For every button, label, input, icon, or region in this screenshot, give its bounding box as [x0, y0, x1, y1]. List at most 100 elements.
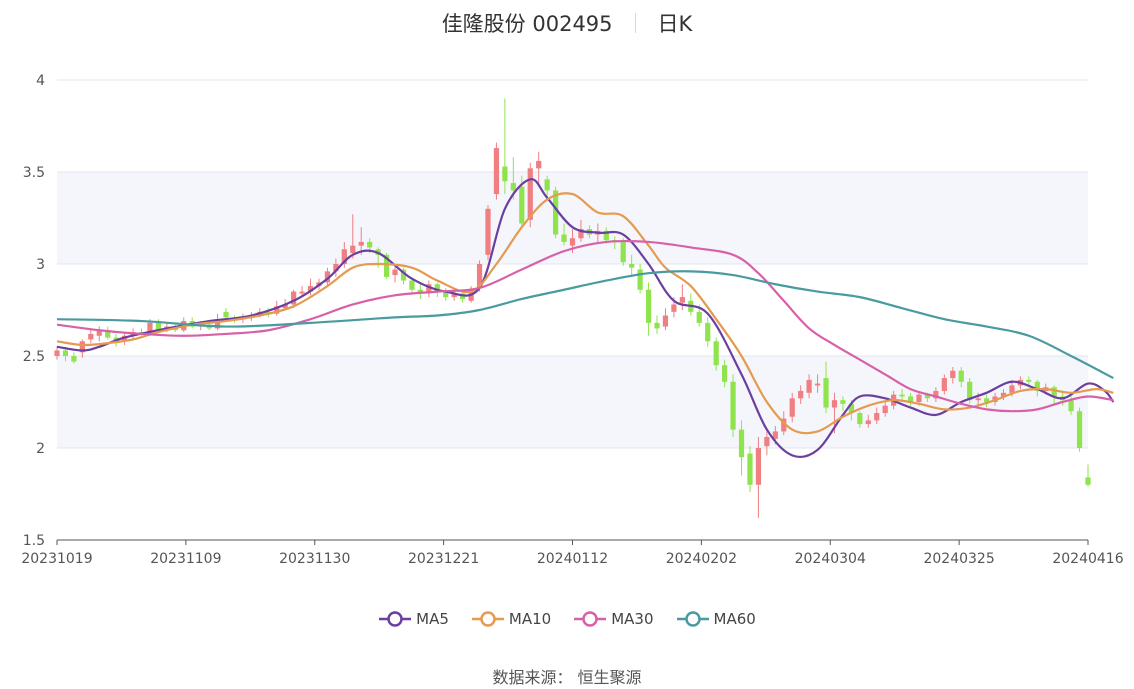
candle-body: [823, 378, 829, 408]
x-tick-label: 20231221: [408, 551, 479, 567]
candle: [730, 374, 736, 437]
candle: [426, 280, 432, 298]
candle-body: [857, 413, 863, 425]
ma-line-ma60: [56, 270, 1114, 380]
y-tick-label: 3: [36, 257, 45, 273]
legend-item-ma5[interactable]: MA5: [378, 610, 449, 628]
candle: [882, 402, 888, 417]
candle-body: [96, 330, 102, 336]
candle-body: [798, 390, 804, 399]
candle: [645, 282, 652, 336]
x-tick-label: 20240112: [537, 551, 608, 567]
candle-body: [1068, 400, 1074, 412]
legend-item-ma30[interactable]: MA30: [573, 610, 654, 628]
candle-body: [307, 286, 314, 292]
candle: [536, 151, 542, 185]
candle-body: [747, 453, 753, 485]
candle-body: [426, 284, 432, 294]
candle: [502, 98, 508, 195]
moving-average-lines: [56, 178, 1115, 458]
candle-body: [916, 394, 922, 402]
candle-body: [874, 413, 880, 421]
candle: [350, 214, 356, 259]
candle: [79, 339, 85, 358]
ma-line-ma5: [56, 178, 1115, 458]
candle: [1000, 389, 1007, 401]
candle-body: [730, 381, 736, 430]
candle-body: [536, 160, 542, 169]
candle: [341, 241, 347, 268]
candle-body: [721, 365, 728, 382]
candle-body: [1026, 379, 1032, 382]
candle-body: [941, 378, 947, 391]
candle-body: [705, 322, 711, 342]
candle: [941, 374, 947, 395]
x-tick-label: 20240304: [795, 551, 866, 567]
candle-body: [662, 315, 669, 327]
candle: [721, 359, 728, 388]
candle-body: [603, 230, 609, 241]
candle-body: [274, 306, 280, 314]
candle: [789, 392, 795, 423]
candle-body: [713, 341, 719, 366]
candle: [798, 385, 804, 404]
candle-body: [552, 190, 559, 235]
candle-body: [637, 269, 643, 290]
candle: [417, 282, 424, 299]
legend-item-ma10[interactable]: MA10: [471, 610, 551, 628]
candle-body: [907, 396, 914, 402]
candle-body: [578, 229, 584, 239]
candle-body: [865, 420, 871, 425]
candle: [443, 287, 449, 301]
candle: [400, 267, 407, 285]
candle: [662, 308, 669, 331]
candle: [54, 346, 60, 360]
candle: [629, 254, 635, 277]
x-tick-label: 20231019: [21, 551, 92, 567]
x-tick-label: 20231109: [150, 551, 221, 567]
candle-body: [485, 208, 491, 255]
candle: [105, 326, 111, 340]
legend-marker-icon: [471, 611, 504, 627]
candle-body: [1076, 411, 1083, 448]
legend-marker-icon: [676, 611, 709, 627]
candle-body: [814, 383, 821, 386]
candle: [561, 223, 567, 246]
candle-body: [671, 304, 677, 312]
candle: [392, 264, 398, 283]
candle: [755, 436, 762, 518]
data-source-value: 恒生聚源: [577, 668, 642, 687]
candle-body: [764, 436, 770, 447]
legend-label: MA30: [611, 610, 654, 628]
y-tick-label: 2.5: [23, 349, 45, 365]
candle-body: [679, 297, 685, 303]
candle: [71, 352, 77, 364]
candle-body: [950, 370, 956, 379]
y-tick-label: 4: [36, 73, 45, 89]
candle: [874, 407, 880, 425]
candle: [324, 267, 331, 287]
candle-body: [434, 284, 440, 292]
candle-body: [983, 398, 990, 402]
candle: [485, 205, 491, 261]
candle: [958, 367, 964, 388]
candle-body: [696, 311, 702, 323]
data-source: 数据来源： 恒生聚源: [0, 664, 1134, 688]
candle-body: [975, 398, 981, 401]
candle-body: [392, 269, 398, 276]
legend-item-ma60[interactable]: MA60: [676, 610, 756, 628]
chart-period: 日K: [657, 12, 693, 36]
candle-body: [527, 168, 533, 220]
candle-body: [333, 264, 339, 272]
legend-label: MA10: [508, 610, 552, 628]
candle-body: [443, 291, 449, 298]
candle: [1051, 385, 1057, 404]
candle-body: [629, 264, 635, 268]
chart-legend: MA5 MA10 MA30 MA60: [0, 610, 1134, 628]
kline-chart: 1.5 2 2.5 3 3.5 4 20231019 20231109 20231130 2023…: [21, 73, 1123, 567]
title-divider: [634, 13, 636, 33]
candle: [705, 317, 711, 347]
candle: [223, 308, 229, 320]
candle-body: [400, 269, 407, 281]
candle-body: [645, 289, 652, 323]
